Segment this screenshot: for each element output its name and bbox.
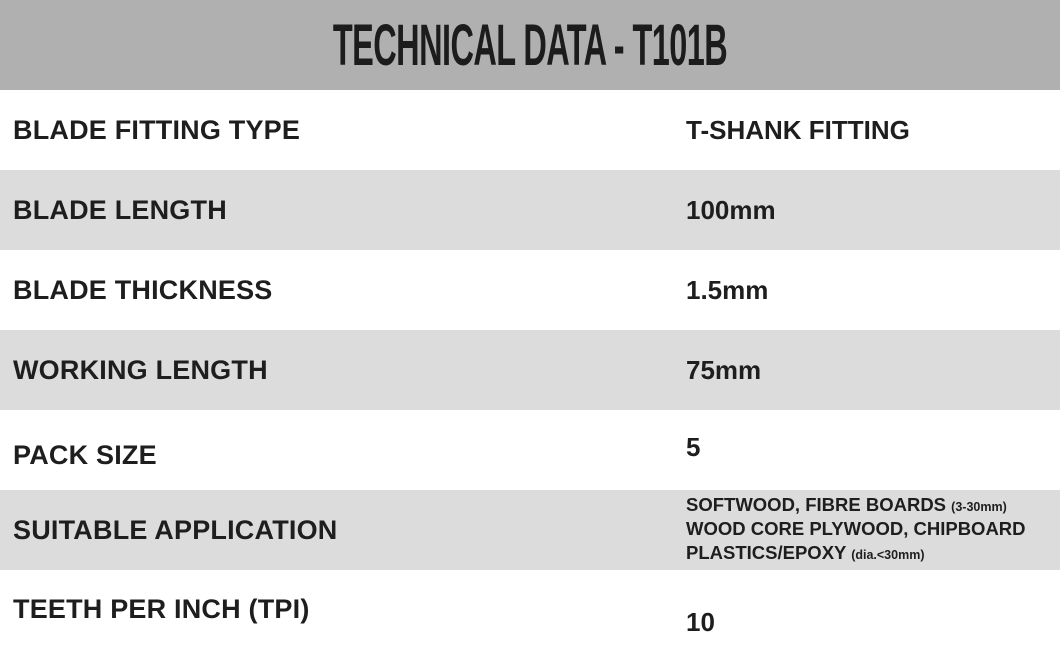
table-row: BLADE LENGTH 100mm: [0, 170, 1060, 250]
row-label: WORKING LENGTH: [13, 354, 268, 385]
table-row: BLADE FITTING TYPE T-SHANK FITTING: [0, 90, 1060, 170]
row-label: BLADE THICKNESS: [13, 274, 273, 305]
application-text: PLASTICS/EPOXY: [686, 542, 847, 563]
table-row: PACK SIZE 5: [0, 410, 1060, 490]
row-value: 75mm: [686, 354, 762, 385]
row-label: BLADE FITTING TYPE: [13, 114, 301, 145]
row-label: TEETH PER INCH (TPI): [13, 594, 310, 624]
row-value: 10: [686, 607, 715, 637]
table-row: BLADE THICKNESS 1.5mm: [0, 250, 1060, 330]
application-text: WOOD CORE PLYWOOD, CHIPBOARD: [686, 518, 1026, 539]
application-note: (dia.<30mm): [851, 548, 925, 562]
row-value: 1.5mm: [686, 274, 769, 305]
application-line: WOOD CORE PLYWOOD, CHIPBOARD: [686, 518, 1026, 540]
application-line: SOFTWOOD, FIBRE BOARDS (3-30mm): [686, 494, 1026, 518]
application-text: SOFTWOOD, FIBRE BOARDS: [686, 494, 947, 515]
row-value: 5: [686, 432, 701, 462]
row-value: T-SHANK FITTING: [686, 114, 910, 145]
row-label: PACK SIZE: [13, 440, 157, 470]
table-row: WORKING LENGTH 75mm: [0, 330, 1060, 410]
application-line: PLASTICS/EPOXY (dia.<30mm): [686, 542, 1026, 566]
row-label: BLADE LENGTH: [13, 194, 227, 225]
table-row: SUITABLE APPLICATION SOFTWOOD, FIBRE BOA…: [0, 490, 1060, 570]
table-row: TEETH PER INCH (TPI) 10: [0, 570, 1060, 649]
row-value: 100mm: [686, 194, 776, 225]
row-label: SUITABLE APPLICATION: [13, 514, 338, 545]
page-title: TECHNICAL DATA - T101B: [332, 12, 728, 78]
application-list: SOFTWOOD, FIBRE BOARDS (3-30mm) WOOD COR…: [686, 494, 1026, 566]
table-header: TECHNICAL DATA - T101B: [0, 0, 1060, 90]
application-note: (3-30mm): [951, 500, 1007, 514]
